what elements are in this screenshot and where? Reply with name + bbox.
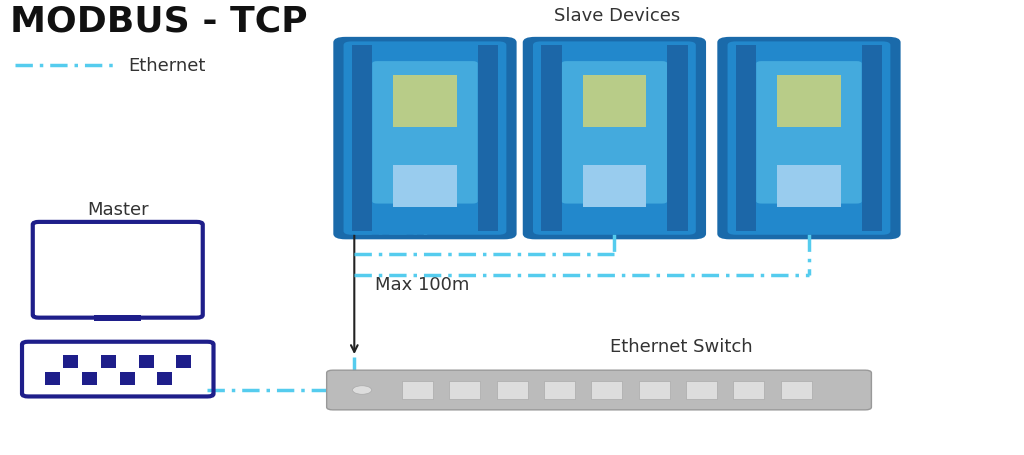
Bar [352, 46, 373, 232]
Bar [777, 76, 841, 127]
Bar [861, 46, 883, 232]
Text: Ethernet Switch: Ethernet Switch [609, 337, 753, 355]
Bar [544, 381, 574, 399]
Bar [667, 46, 688, 232]
FancyBboxPatch shape [727, 42, 890, 235]
Text: MODBUS - TCP: MODBUS - TCP [10, 5, 308, 39]
FancyBboxPatch shape [343, 42, 506, 235]
Bar [158, 373, 172, 385]
Bar [63, 355, 79, 369]
Bar [639, 381, 670, 399]
FancyBboxPatch shape [373, 62, 477, 204]
Bar [477, 46, 498, 232]
Bar [393, 76, 457, 127]
FancyBboxPatch shape [756, 62, 862, 204]
Bar [393, 166, 457, 207]
Bar [82, 373, 97, 385]
FancyBboxPatch shape [561, 62, 668, 204]
Bar [45, 373, 59, 385]
Bar [583, 76, 646, 127]
Bar [780, 381, 812, 399]
Bar [47, 229, 188, 312]
Text: Slave Devices: Slave Devices [554, 7, 680, 25]
Bar [402, 381, 433, 399]
Bar [120, 373, 135, 385]
FancyBboxPatch shape [717, 38, 901, 240]
Circle shape [352, 386, 372, 394]
FancyBboxPatch shape [522, 38, 707, 240]
FancyBboxPatch shape [327, 370, 871, 410]
Bar [176, 355, 191, 369]
Bar [94, 315, 141, 322]
Bar [733, 381, 764, 399]
Bar [101, 355, 116, 369]
FancyBboxPatch shape [532, 42, 696, 235]
Bar [591, 381, 623, 399]
Bar [497, 381, 527, 399]
Text: Master: Master [87, 201, 148, 218]
Text: Max 100m: Max 100m [375, 275, 469, 293]
Bar [686, 381, 717, 399]
FancyBboxPatch shape [333, 38, 516, 240]
Bar [541, 46, 562, 232]
Bar [138, 355, 154, 369]
Bar [450, 381, 480, 399]
Bar [777, 166, 841, 207]
Bar [583, 166, 646, 207]
Bar [735, 46, 757, 232]
Text: Ethernet: Ethernet [128, 57, 206, 75]
